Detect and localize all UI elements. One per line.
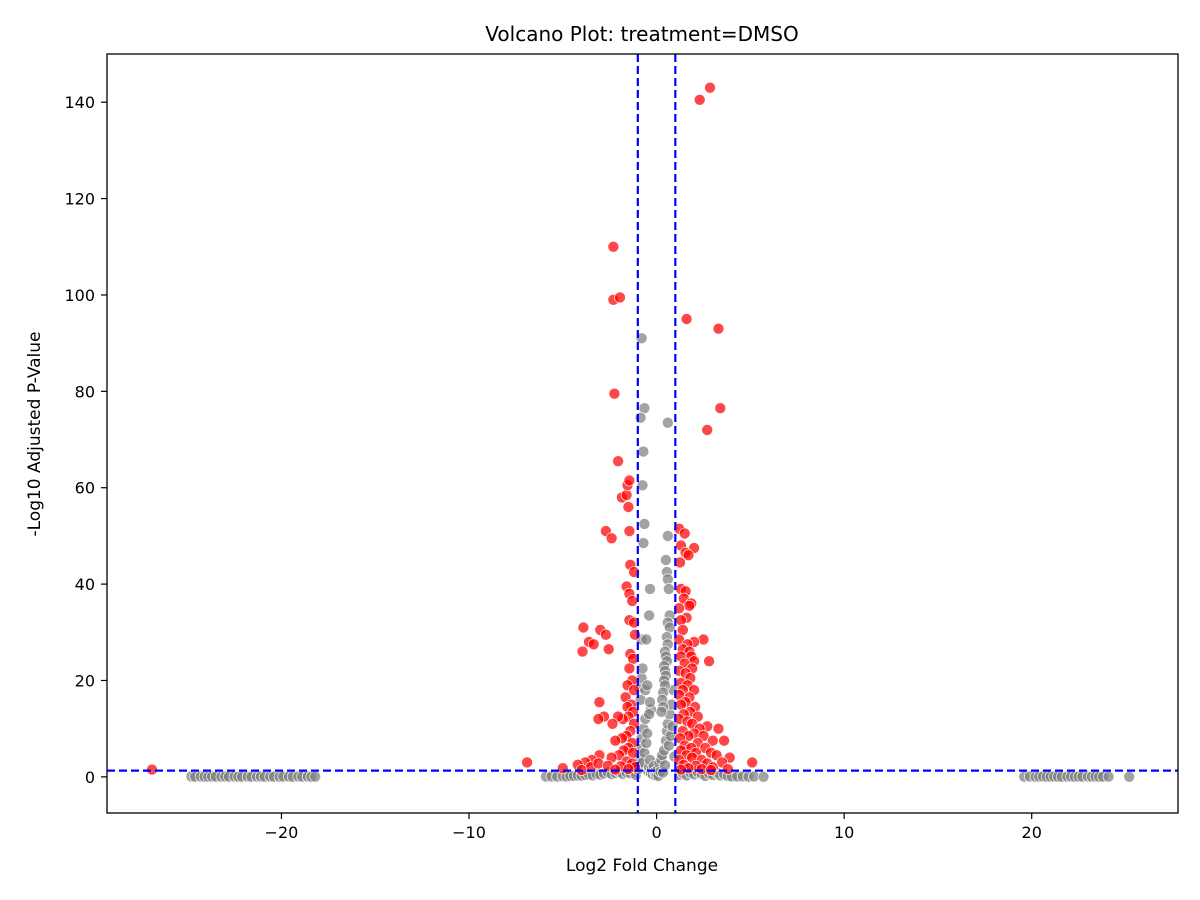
data-point	[638, 518, 651, 530]
data-point	[643, 609, 655, 622]
data-point	[309, 770, 322, 783]
data-point	[704, 81, 716, 94]
data-point	[718, 734, 730, 747]
data-point	[614, 291, 626, 304]
data-point	[622, 501, 635, 513]
data-point	[643, 708, 655, 721]
y-tick-label: 140	[64, 93, 95, 112]
x-tick-label: −10	[452, 823, 486, 842]
data-point	[612, 455, 624, 468]
data-point	[592, 713, 605, 725]
x-axis: −20 −10 0 10 20	[265, 813, 1042, 842]
data-point	[577, 621, 590, 634]
data-point	[662, 739, 675, 752]
data-point	[661, 416, 674, 429]
data-point	[682, 549, 695, 562]
data-point	[637, 537, 650, 549]
data-point	[641, 727, 654, 740]
data-point	[644, 583, 656, 595]
data-point	[703, 655, 715, 668]
data-point	[622, 763, 635, 775]
x-tick-label: 0	[651, 823, 661, 842]
x-axis-label: Log2 Fold Change	[566, 856, 718, 876]
y-axis-label: -Log10 Adjusted P-Value	[25, 331, 45, 536]
data-point	[623, 525, 636, 537]
plot-area	[106, 53, 1179, 814]
x-tick-label: 10	[834, 823, 854, 842]
data-point	[521, 756, 533, 769]
data-point	[576, 645, 589, 658]
data-point	[556, 762, 569, 775]
data-point	[661, 573, 674, 586]
data-point	[644, 696, 656, 709]
data-point	[623, 662, 636, 675]
data-point	[721, 763, 734, 775]
data-point	[593, 696, 606, 709]
y-tick-label: 0	[85, 768, 95, 787]
data-point	[641, 679, 654, 692]
data-point	[605, 532, 618, 545]
data-point	[1102, 770, 1115, 783]
y-tick-label: 120	[64, 190, 95, 209]
x-tick-label: −20	[265, 823, 299, 842]
data-point	[675, 614, 687, 627]
data-point	[701, 424, 714, 436]
data-point	[661, 530, 674, 542]
data-point	[602, 643, 615, 656]
data-point	[623, 474, 636, 487]
data-point	[678, 527, 691, 540]
data-point	[662, 583, 675, 595]
x-tick-label: 20	[1022, 823, 1042, 842]
data-point	[607, 241, 620, 253]
data-point	[606, 717, 619, 730]
data-point	[712, 722, 725, 735]
data-point	[655, 705, 668, 718]
data-point	[693, 94, 706, 106]
plot-frame	[106, 53, 1179, 814]
y-tick-label: 60	[75, 479, 95, 498]
points-layer	[146, 81, 1135, 783]
threshold-lines	[107, 54, 1178, 813]
data-point	[683, 599, 696, 612]
data-point	[609, 734, 622, 747]
data-point	[712, 322, 725, 335]
y-tick-label: 80	[75, 382, 95, 401]
data-point	[680, 313, 693, 325]
data-point	[659, 759, 671, 772]
y-tick-label: 20	[75, 671, 95, 690]
data-point	[620, 489, 633, 501]
data-point	[640, 633, 653, 646]
data-point	[608, 387, 621, 400]
data-point	[600, 628, 612, 641]
y-tick-label: 100	[64, 286, 95, 305]
data-point	[714, 402, 727, 415]
y-tick-label: 40	[75, 575, 95, 594]
data-point	[1123, 770, 1135, 783]
data-point	[626, 595, 639, 607]
data-point	[637, 445, 650, 458]
data-point	[636, 479, 649, 492]
data-point	[640, 737, 653, 749]
data-point	[663, 621, 676, 634]
data-point	[757, 770, 770, 783]
data-point	[587, 638, 600, 651]
y-axis: 0 20 40 60 80 100 120 140	[64, 93, 107, 787]
data-point	[675, 698, 687, 711]
data-point	[746, 756, 759, 769]
chart-title: Volcano Plot: treatment=DMSO	[485, 22, 798, 46]
data-point	[660, 554, 672, 566]
